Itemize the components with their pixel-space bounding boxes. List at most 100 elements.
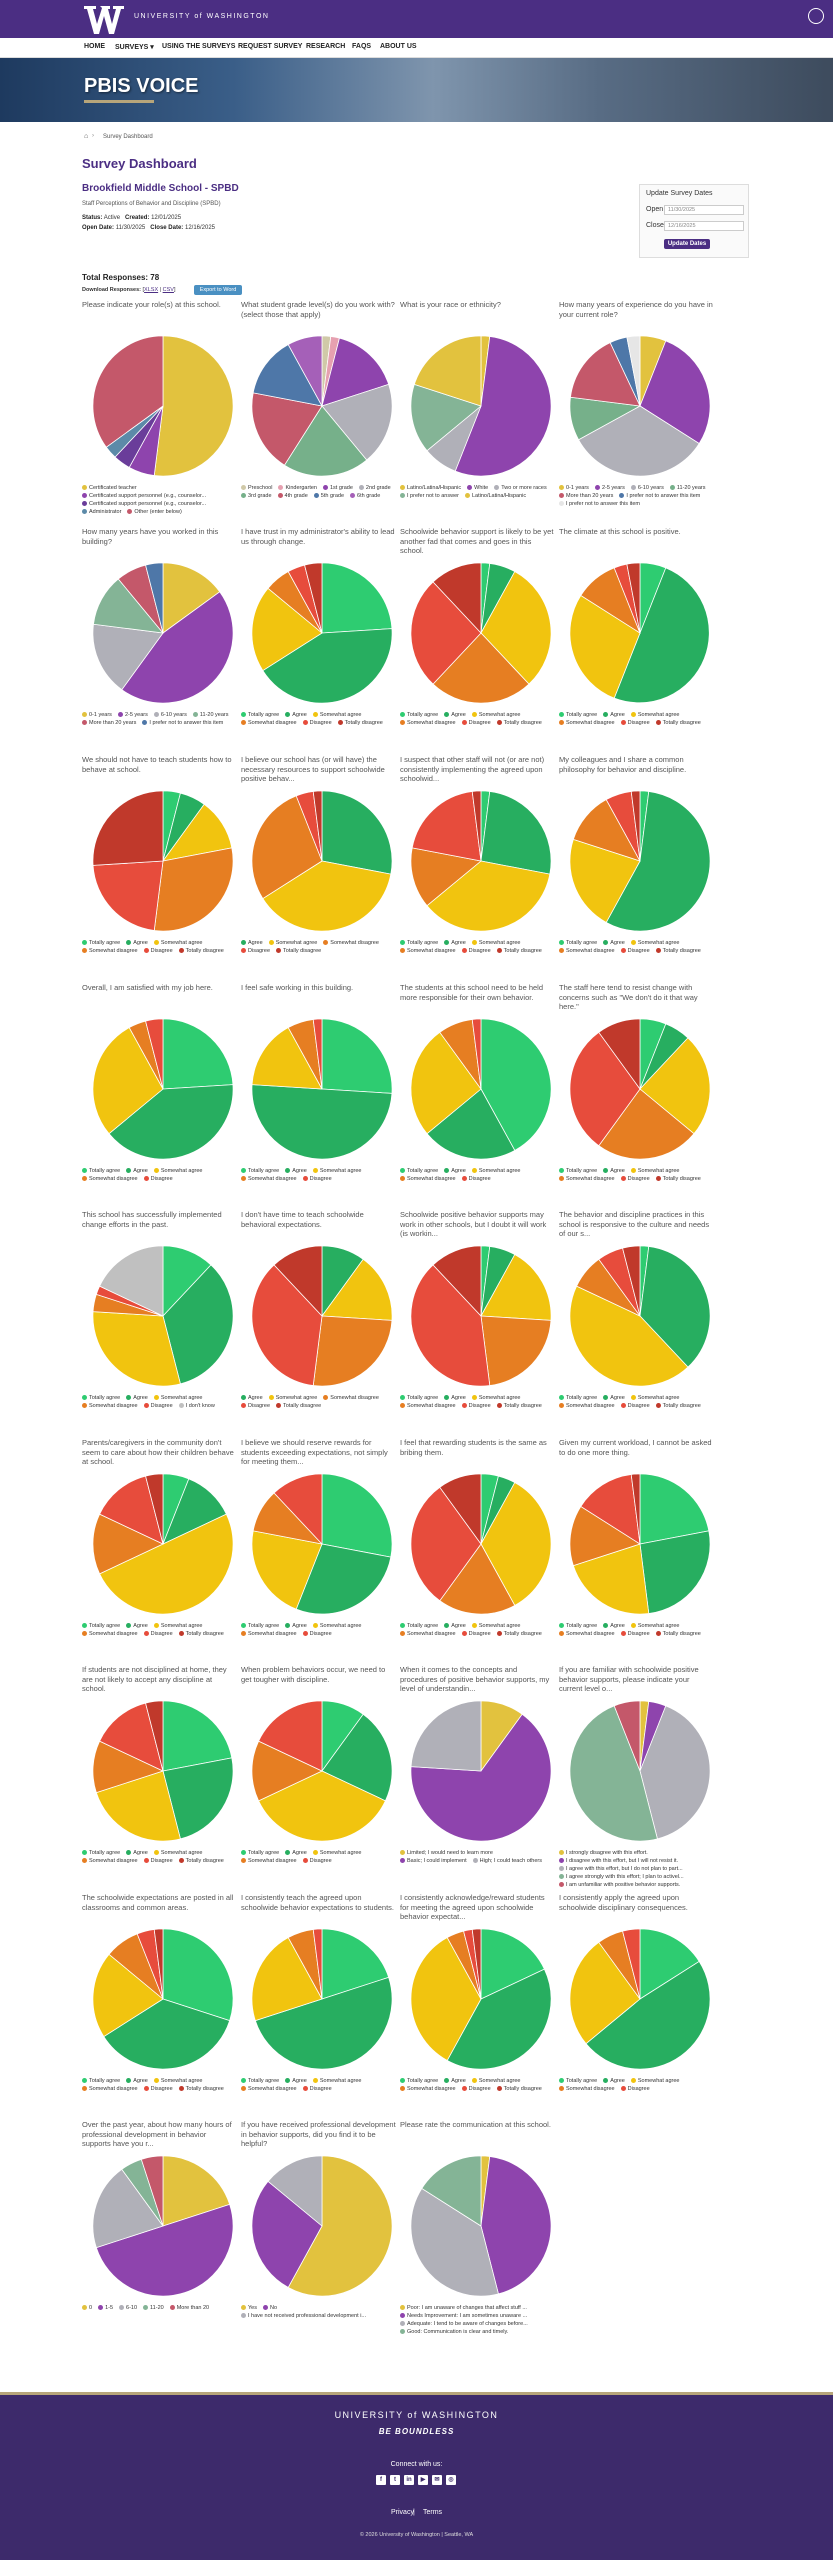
- legend-item[interactable]: Disagree: [302, 1630, 332, 1638]
- pie-slice[interactable]: [153, 1928, 164, 2000]
- legend-item[interactable]: Totally agree: [82, 1394, 120, 1402]
- pie-chart[interactable]: [567, 1243, 713, 1389]
- nav-home[interactable]: HOME: [84, 43, 105, 50]
- legend-item[interactable]: 6-10 years: [153, 711, 187, 719]
- legend-item[interactable]: Somewhat agree: [471, 1167, 520, 1175]
- legend-item[interactable]: Totally agree: [559, 1622, 597, 1630]
- pie-slice[interactable]: [639, 1246, 711, 1368]
- legend-item[interactable]: Disagree: [461, 947, 491, 955]
- legend-item[interactable]: 2-5 years: [117, 711, 148, 719]
- pie-slice[interactable]: [162, 1700, 233, 1772]
- legend-item[interactable]: Totally disagree: [178, 2085, 224, 2093]
- pie-chart[interactable]: [408, 560, 554, 706]
- legend-item[interactable]: Agree: [285, 1849, 307, 1857]
- legend-item[interactable]: 1-5: [98, 2304, 113, 2312]
- legend-item[interactable]: Totally agree: [559, 1394, 597, 1402]
- pie-slice[interactable]: [153, 847, 234, 932]
- pie-slice[interactable]: [251, 587, 323, 672]
- legend-item[interactable]: Disagree: [461, 719, 491, 727]
- pie-slice[interactable]: [251, 2180, 323, 2288]
- legend-item[interactable]: Certificated support personnel (e.g., co…: [82, 500, 206, 508]
- legend-item[interactable]: White: [467, 484, 488, 492]
- pie-chart[interactable]: [249, 1243, 395, 1389]
- pie-chart[interactable]: [90, 1243, 236, 1389]
- legend-item[interactable]: Disagree: [461, 1630, 491, 1638]
- legend-item[interactable]: Disagree: [461, 1402, 491, 1410]
- legend-item[interactable]: Somewhat disagree: [323, 1394, 379, 1402]
- pie-slice[interactable]: [410, 2187, 499, 2297]
- legend-item[interactable]: 11-20 years: [669, 484, 706, 492]
- legend-item[interactable]: Somewhat agree: [153, 2077, 202, 2085]
- legend-item[interactable]: 6-10 years: [630, 484, 664, 492]
- pie-chart[interactable]: [249, 1471, 395, 1617]
- legend-item[interactable]: I prefer not to answer this item: [619, 492, 700, 500]
- legend-item[interactable]: Totally agree: [559, 711, 597, 719]
- pie-chart[interactable]: [90, 560, 236, 706]
- pie-chart[interactable]: [249, 2153, 395, 2299]
- legend-item[interactable]: Agree: [126, 1394, 148, 1402]
- pie-chart[interactable]: [408, 333, 554, 479]
- pie-slice[interactable]: [145, 1018, 164, 1090]
- legend-item[interactable]: Somewhat agree: [471, 1394, 520, 1402]
- legend-item[interactable]: Somewhat agree: [312, 2077, 361, 2085]
- pie-chart[interactable]: [408, 1243, 554, 1389]
- legend-item[interactable]: Administrator: [82, 508, 121, 516]
- pie-slice[interactable]: [162, 1757, 234, 1840]
- pie-slice[interactable]: [639, 1037, 711, 1135]
- pie-slice[interactable]: [95, 2203, 234, 2297]
- legend-item[interactable]: Somewhat disagree: [82, 947, 138, 955]
- pie-slice[interactable]: [480, 1254, 552, 1321]
- pie-chart[interactable]: [567, 1471, 713, 1617]
- pie-slice[interactable]: [630, 790, 641, 862]
- legend-item[interactable]: Totally disagree: [496, 1630, 542, 1638]
- legend-item[interactable]: Somewhat agree: [312, 711, 361, 719]
- legend-item[interactable]: Somewhat agree: [471, 2077, 520, 2085]
- pie-chart[interactable]: [249, 788, 395, 934]
- legend-item[interactable]: Latino/Latina/Hispanic: [400, 484, 461, 492]
- pie-chart[interactable]: [408, 1698, 554, 1844]
- legend-item[interactable]: Kindergarten: [278, 484, 317, 492]
- pie-chart[interactable]: [408, 1016, 554, 1162]
- pie-slice[interactable]: [258, 1770, 386, 1842]
- legend-item[interactable]: Somewhat disagree: [82, 1857, 138, 1865]
- legend-item[interactable]: Totally agree: [241, 711, 279, 719]
- legend-item[interactable]: Agree: [444, 939, 466, 947]
- legend-item[interactable]: I don't know: [178, 1402, 215, 1410]
- pie-chart[interactable]: [90, 1698, 236, 1844]
- legend-item[interactable]: Somewhat disagree: [82, 2085, 138, 2093]
- legend-item[interactable]: Totally agree: [82, 939, 120, 947]
- pie-slice[interactable]: [413, 335, 482, 407]
- legend-item[interactable]: More than 20 years: [82, 719, 136, 727]
- pie-slice[interactable]: [162, 562, 221, 634]
- legend-item[interactable]: Somewhat disagree: [400, 719, 456, 727]
- legend-item[interactable]: Agree: [444, 1394, 466, 1402]
- pie-chart[interactable]: [90, 1926, 236, 2072]
- pie-slice[interactable]: [92, 335, 164, 448]
- legend-item[interactable]: Somewhat disagree: [559, 947, 615, 955]
- legend-item[interactable]: Two or more races: [494, 484, 547, 492]
- legend-item[interactable]: Somewhat agree: [471, 711, 520, 719]
- legend-item[interactable]: Somewhat disagree: [323, 939, 379, 947]
- pie-chart[interactable]: [90, 333, 236, 479]
- legend-item[interactable]: Somewhat agree: [268, 1394, 317, 1402]
- pie-slice[interactable]: [153, 335, 234, 477]
- nav-using-surveys[interactable]: USING THE SURVEYS: [162, 43, 236, 50]
- legend-item[interactable]: Totally agree: [400, 939, 438, 947]
- pie-slice[interactable]: [639, 1928, 700, 2000]
- legend-item[interactable]: Somewhat disagree: [400, 1175, 456, 1183]
- pie-slice[interactable]: [92, 1311, 181, 1387]
- pie-slice[interactable]: [321, 1928, 390, 2000]
- pie-slice[interactable]: [92, 1953, 164, 2038]
- legend-item[interactable]: 2nd grade: [358, 484, 391, 492]
- legend-item[interactable]: Disagree: [302, 719, 332, 727]
- legend-item[interactable]: Disagree: [143, 947, 173, 955]
- legend-item[interactable]: Somewhat agree: [153, 1849, 202, 1857]
- legend-item[interactable]: Somewhat agree: [312, 1849, 361, 1857]
- terms-link[interactable]: Terms: [423, 2509, 443, 2516]
- pie-slice[interactable]: [312, 1315, 393, 1387]
- pie-chart[interactable]: [90, 788, 236, 934]
- legend-item[interactable]: Totally disagree: [655, 1175, 701, 1183]
- pie-slice[interactable]: [95, 1770, 181, 1842]
- legend-item[interactable]: Agree: [126, 1622, 148, 1630]
- legend-item[interactable]: Somewhat agree: [471, 939, 520, 947]
